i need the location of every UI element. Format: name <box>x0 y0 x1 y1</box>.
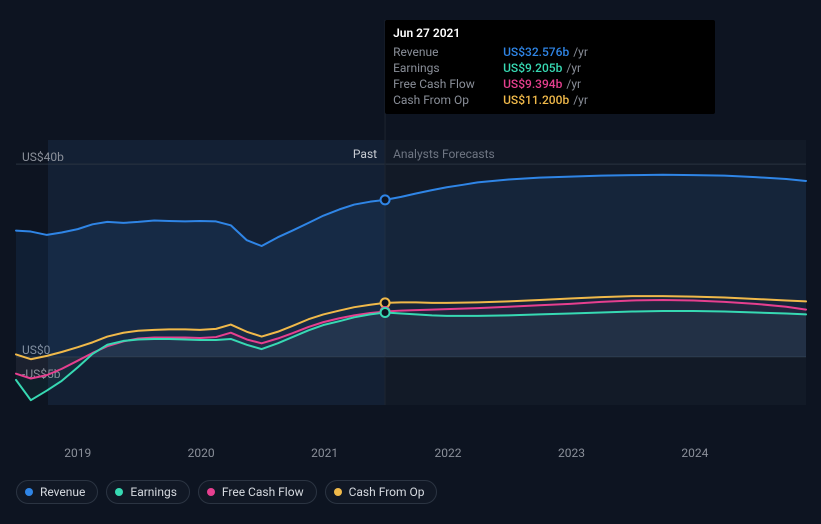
legend-dot-icon <box>25 488 33 496</box>
tooltip-row-label: Free Cash Flow <box>393 76 503 92</box>
svg-text:2021: 2021 <box>311 446 338 460</box>
legend-item-free-cash-flow[interactable]: Free Cash Flow <box>198 480 317 504</box>
tooltip-row-value: US$9.205b/yr <box>503 60 707 76</box>
svg-text:Analysts Forecasts: Analysts Forecasts <box>393 147 495 161</box>
svg-text:2019: 2019 <box>64 446 91 460</box>
legend-label: Free Cash Flow <box>222 485 304 499</box>
tooltip-date: Jun 27 2021 <box>393 26 707 40</box>
tooltip-row: RevenueUS$32.576b/yr <box>393 44 707 60</box>
svg-text:2024: 2024 <box>681 446 708 460</box>
tooltip-row-value: US$9.394b/yr <box>503 76 707 92</box>
tooltip-row: Cash From OpUS$11.200b/yr <box>393 92 707 108</box>
svg-text:2023: 2023 <box>558 446 585 460</box>
chart-legend: Revenue Earnings Free Cash Flow Cash From O… <box>16 480 437 504</box>
tooltip-row: Free Cash FlowUS$9.394b/yr <box>393 76 707 92</box>
svg-text:2020: 2020 <box>188 446 215 460</box>
tooltip-row-label: Earnings <box>393 60 503 76</box>
legend-label: Earnings <box>130 485 177 499</box>
tooltip-row: EarningsUS$9.205b/yr <box>393 60 707 76</box>
tooltip-table: RevenueUS$32.576b/yrEarningsUS$9.205b/yr… <box>393 44 707 108</box>
legend-item-cash-from-op[interactable]: Cash From Op <box>325 480 438 504</box>
tooltip-row-value: US$32.576b/yr <box>503 44 707 60</box>
svg-text:2022: 2022 <box>435 446 462 460</box>
tooltip-row-label: Cash From Op <box>393 92 503 108</box>
legend-dot-icon <box>207 488 215 496</box>
legend-item-revenue[interactable]: Revenue <box>16 480 98 504</box>
chart-tooltip: Jun 27 2021 RevenueUS$32.576b/yrEarnings… <box>385 20 715 114</box>
legend-label: Revenue <box>40 485 85 499</box>
tooltip-row-label: Revenue <box>393 44 503 60</box>
legend-label: Cash From Op <box>349 485 425 499</box>
svg-text:US$40b: US$40b <box>22 150 64 164</box>
legend-item-earnings[interactable]: Earnings <box>106 480 190 504</box>
tooltip-row-value: US$11.200b/yr <box>503 92 707 108</box>
legend-dot-icon <box>334 488 342 496</box>
chart-container: { "chart": { "type": "line", "bg_color":… <box>0 0 821 524</box>
legend-dot-icon <box>115 488 123 496</box>
svg-text:Past: Past <box>353 147 377 161</box>
